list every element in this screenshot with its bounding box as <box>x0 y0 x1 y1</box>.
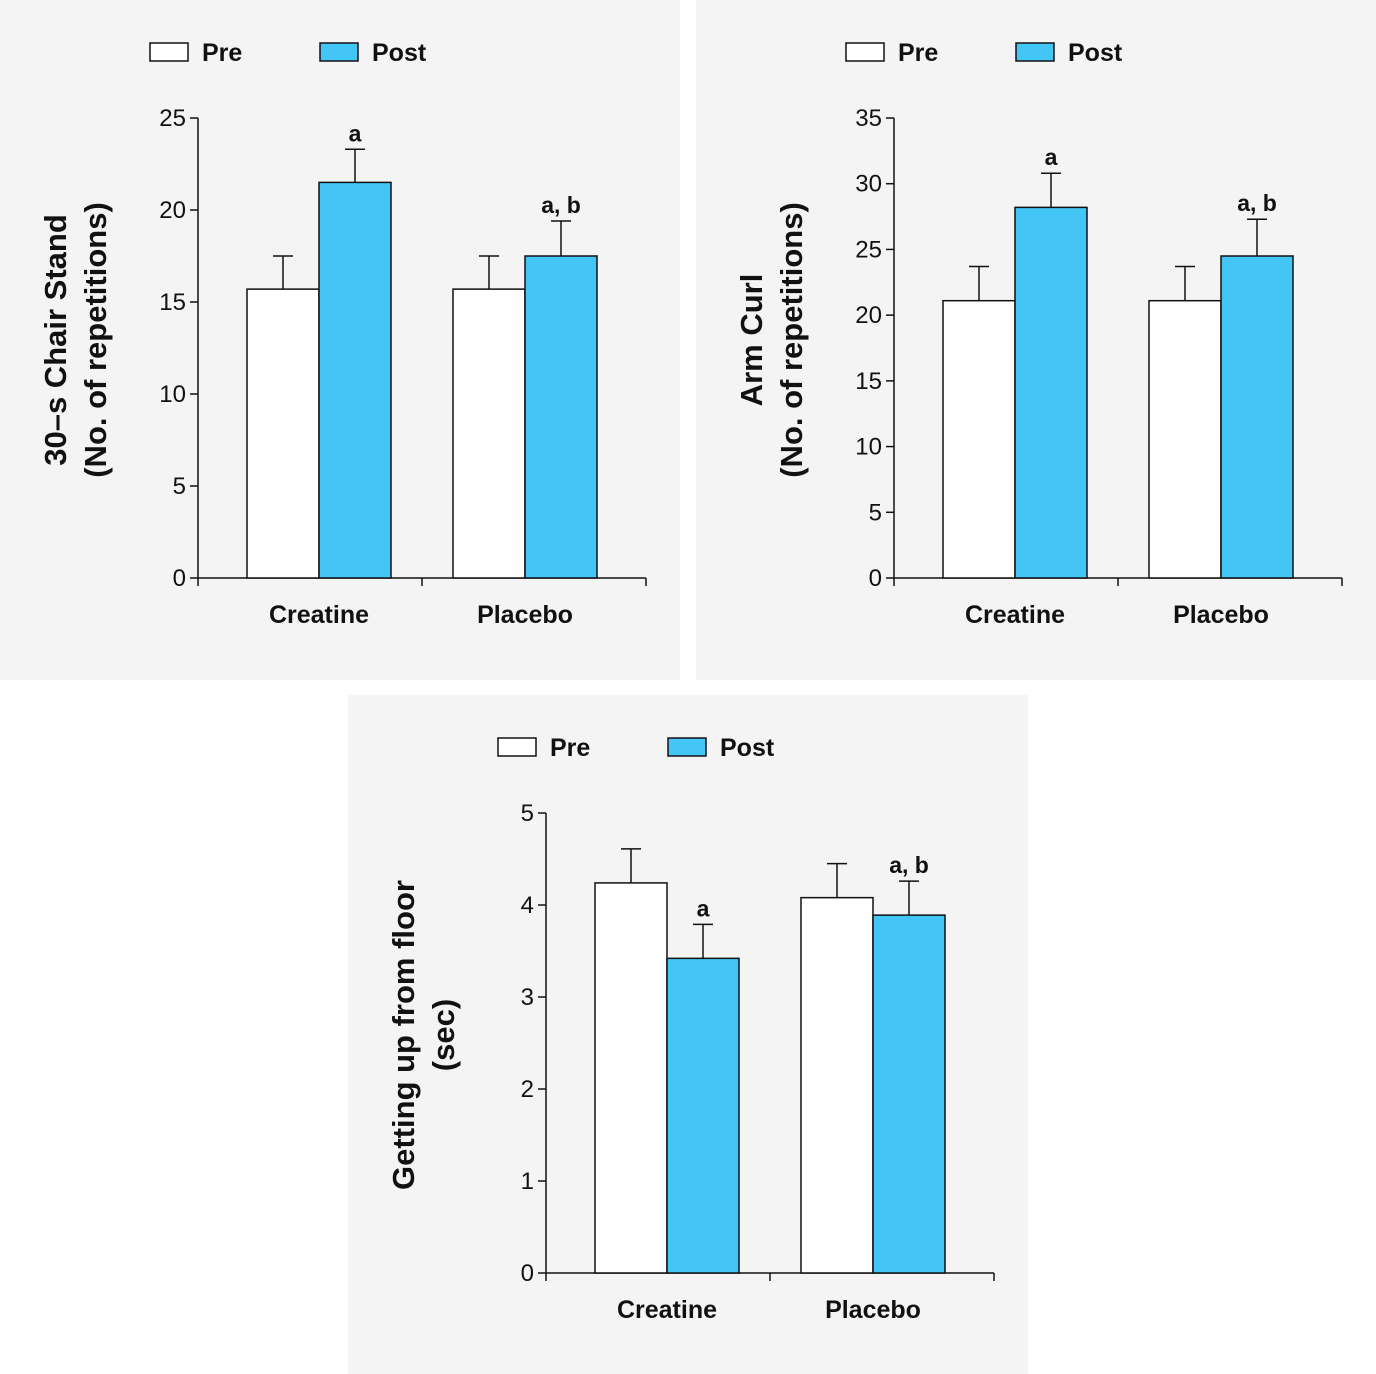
y-tick-label: 1 <box>521 1168 534 1195</box>
x-category-label: Placebo <box>1173 601 1269 629</box>
chart-arm-curl: Pre Post Arm Curl (No. of repetitions) 0 5 10 1… <box>734 39 1343 629</box>
legend-swatch-post <box>319 42 359 62</box>
y-axis-label-line: (sec) <box>426 999 461 1071</box>
bar-pre-placebo <box>800 896 874 1274</box>
y-tick-label: 20 <box>855 302 882 329</box>
legend-label-post: Post <box>372 39 427 67</box>
legend-swatch-post <box>667 737 707 757</box>
bar-pre-placebo <box>1148 299 1222 579</box>
y-tick-label: 15 <box>159 289 186 316</box>
y-tick-label: 10 <box>159 381 186 408</box>
legend-label-post: Post <box>720 734 775 762</box>
y-axis-label: 30–s Chair Stand (No. of repetitions) <box>38 202 113 478</box>
y-axis-label-line: Arm Curl <box>734 274 769 407</box>
y-axis-label: Getting up from floor (sec) <box>386 880 461 1190</box>
y-tick-label: 5 <box>521 800 534 827</box>
bar-post-placebo <box>524 255 598 579</box>
y-tick-label: 15 <box>855 368 882 395</box>
bar-pre-creatine <box>594 882 668 1274</box>
bar-post-placebo <box>1220 255 1294 579</box>
y-axis-label-line: 30–s Chair Stand <box>38 214 73 466</box>
bar-post-creatine <box>1014 206 1088 579</box>
y-tick-label: 0 <box>869 565 882 592</box>
y-tick-label: 25 <box>159 105 186 132</box>
bar-post-placebo <box>872 914 946 1274</box>
y-tick-label: 5 <box>173 473 186 500</box>
x-category-label: Creatine <box>617 1296 717 1324</box>
bar-pre-placebo <box>452 288 526 579</box>
y-tick-label: 2 <box>521 1076 534 1103</box>
y-axis-label: Arm Curl (No. of repetitions) <box>734 202 809 478</box>
legend-swatch-pre <box>497 737 537 757</box>
y-tick-label: 4 <box>521 892 534 919</box>
bar-post-creatine <box>666 957 740 1274</box>
chart-chair-stand: Pre Post 30–s Chair Stand (No. of repetitio… <box>38 39 647 629</box>
significance-label: a, b <box>1237 190 1277 216</box>
bar-pre-creatine <box>942 299 1016 579</box>
bar-post-creatine <box>318 181 392 579</box>
chart-panel-arm-curl: Pre Post Arm Curl (No. of repetitions) 0 5 10 1… <box>696 0 1376 680</box>
y-tick-label: 20 <box>159 197 186 224</box>
y-tick-label: 5 <box>869 499 882 526</box>
y-axis-label-line: Getting up from floor <box>386 880 421 1190</box>
x-category-label: Creatine <box>965 601 1065 629</box>
legend-label-pre: Pre <box>898 39 938 67</box>
bar-pre-creatine <box>246 288 320 579</box>
legend-label-post: Post <box>1068 39 1123 67</box>
y-tick-label: 35 <box>855 105 882 132</box>
y-tick-label: 3 <box>521 984 534 1011</box>
x-category-label: Placebo <box>477 601 573 629</box>
chart-panel-getting-up: Pre Post Getting up from floor (sec) 0 1 2 3 4 5 a… <box>348 695 1028 1374</box>
legend: Pre Post <box>845 39 1123 67</box>
significance-label: a <box>1045 144 1058 170</box>
y-tick-label: 0 <box>173 565 186 592</box>
y-tick-label: 25 <box>855 236 882 263</box>
legend-swatch-pre <box>845 42 885 62</box>
significance-label: a, b <box>889 852 929 878</box>
y-tick-label: 10 <box>855 434 882 461</box>
y-axis-label-line: (No. of repetitions) <box>78 202 113 478</box>
legend-label-pre: Pre <box>550 734 590 762</box>
y-tick-label: 0 <box>521 1260 534 1287</box>
x-category-label: Placebo <box>825 1296 921 1324</box>
legend-swatch-pre <box>149 42 189 62</box>
legend-label-pre: Pre <box>202 39 242 67</box>
legend-swatch-post <box>1015 42 1055 62</box>
legend: Pre Post <box>149 39 427 67</box>
legend: Pre Post <box>497 734 775 762</box>
y-tick-label: 30 <box>855 171 882 198</box>
chart-getting-up: Pre Post Getting up from floor (sec) 0 1 2 3 4 5 a… <box>386 734 995 1324</box>
significance-label: a <box>349 120 362 146</box>
y-axis-label-line: (No. of repetitions) <box>774 202 809 478</box>
significance-label: a, b <box>541 192 581 218</box>
x-category-label: Creatine <box>269 601 369 629</box>
chart-panel-chair-stand: Pre Post 30–s Chair Stand (No. of repetitio… <box>0 0 680 680</box>
significance-label: a <box>697 895 710 921</box>
